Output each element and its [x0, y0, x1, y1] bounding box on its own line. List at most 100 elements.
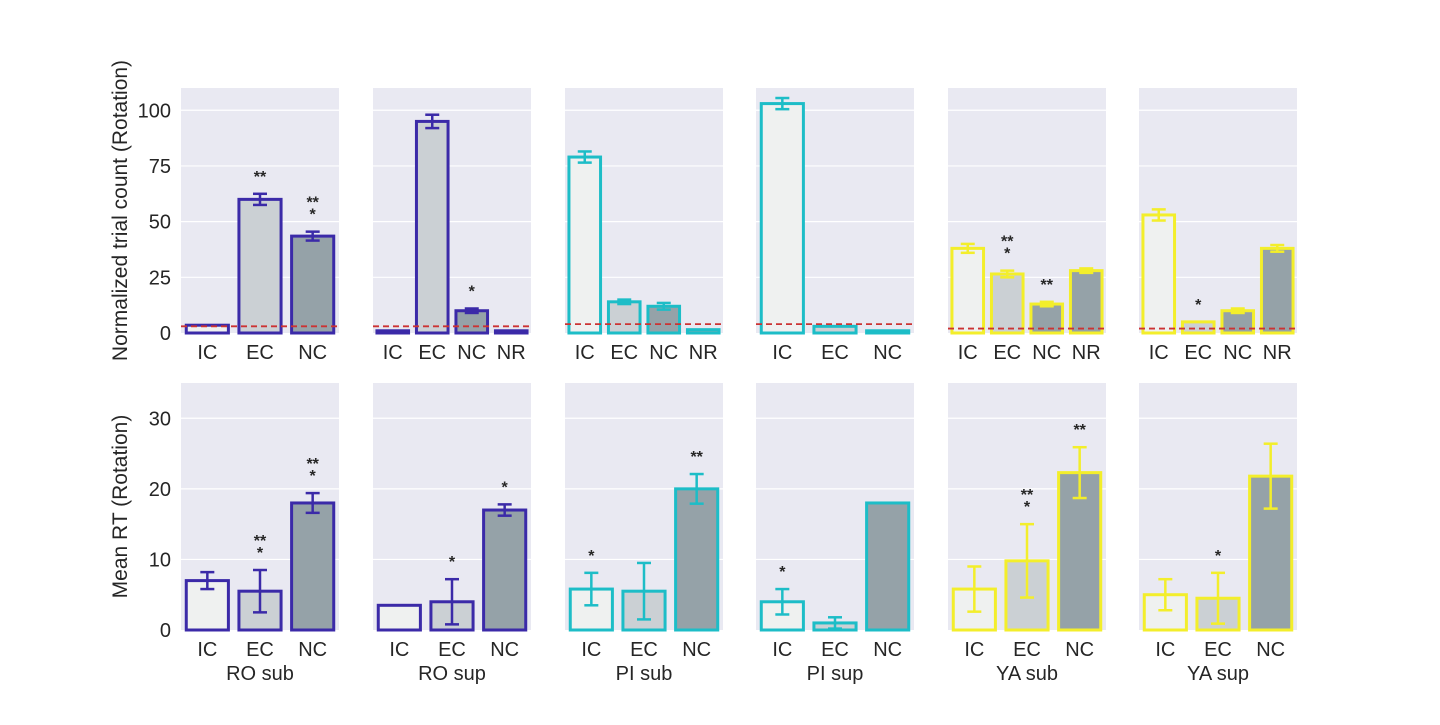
bar-EC: [414, 119, 450, 335]
x-tick-label-NR: NR: [689, 342, 718, 364]
x-tick-label-EC: EC: [246, 639, 274, 661]
x-tick-label-NC: NC: [1065, 639, 1094, 661]
x-tick-label-IC: IC: [389, 639, 409, 661]
x-tick-label-NC: NC: [298, 342, 327, 364]
significance-stars-NC: *: [310, 468, 317, 485]
panel-row1-2: IC EC * NC NR: [373, 88, 531, 364]
x-tick-label-EC: EC: [1204, 639, 1232, 661]
x-tick-label-IC: IC: [1149, 342, 1169, 364]
condition-label-ya-sub: YA sub: [996, 663, 1058, 685]
x-tick-label-IC: IC: [772, 639, 792, 661]
x-tick-label-NC: NC: [682, 639, 711, 661]
panel-row1-3: IC EC NC NR: [565, 88, 723, 364]
bar-EC: [1180, 320, 1216, 335]
significance-stars-NC: **: [306, 456, 319, 473]
y-tick-label-100: 100: [138, 100, 171, 122]
x-tick-label-EC: EC: [821, 342, 849, 364]
bar-NR: [1259, 246, 1295, 335]
x-tick-label-EC: EC: [1013, 639, 1041, 661]
x-tick-label-NC: NC: [649, 342, 678, 364]
x-tick-label-NC: NC: [490, 639, 519, 661]
bar-IC: [375, 329, 411, 335]
bar-NC: [290, 501, 336, 632]
panel-row1-4: IC EC NC: [756, 88, 914, 364]
bar-NC: [482, 508, 528, 632]
significance-stars-EC: **: [1021, 487, 1034, 504]
significance-stars-EC: *: [257, 545, 264, 562]
condition-label-pi-sup: PI sup: [807, 663, 864, 685]
panel-row1-6: IC * EC NC NR: [1139, 88, 1297, 364]
bar-IC: [184, 323, 230, 335]
significance-stars-NC: *: [469, 284, 476, 301]
y-tick-label-75: 75: [149, 156, 171, 178]
bar-EC: [237, 197, 283, 335]
panel-row2-6: IC * EC NC YA sup: [1139, 383, 1297, 685]
bar-NC: [865, 501, 911, 632]
significance-stars-EC: *: [1004, 246, 1011, 263]
x-tick-label-EC: EC: [821, 639, 849, 661]
significance-stars-EC: *: [1195, 297, 1202, 314]
bar-NC: [674, 487, 720, 632]
x-tick-label-EC: EC: [610, 342, 638, 364]
x-tick-label-EC: EC: [418, 342, 446, 364]
x-tick-label-EC: EC: [246, 342, 274, 364]
significance-stars-NC: **: [1041, 277, 1054, 294]
significance-stars-EC: *: [449, 554, 456, 571]
y-tick-label-50: 50: [149, 212, 171, 234]
bar-IC: [950, 246, 986, 335]
bar-IC: [376, 603, 422, 632]
x-tick-label-EC: EC: [993, 342, 1021, 364]
significance-stars-NC: **: [690, 449, 703, 466]
significance-stars-EC: **: [254, 533, 267, 550]
x-tick-label-NC: NC: [873, 639, 902, 661]
bar-NC: [290, 234, 336, 335]
panel-row2-4: * IC EC NC PI sup: [756, 383, 914, 685]
significance-stars-NC: *: [310, 207, 317, 224]
bar-EC: [812, 324, 858, 335]
x-tick-label-NC: NC: [457, 342, 486, 364]
x-tick-label-EC: EC: [438, 639, 466, 661]
panel-row2-3: * IC EC ** NC PI sub: [565, 383, 723, 685]
bar-EC: [606, 300, 642, 335]
y-tick-label-30: 30: [149, 408, 171, 430]
condition-label-ro-sub: RO sub: [226, 663, 294, 685]
x-tick-label-IC: IC: [197, 342, 217, 364]
x-tick-label-IC: IC: [197, 639, 217, 661]
y-axis-label-row-2: Mean RT (Rotation): [109, 415, 132, 599]
significance-stars-IC: *: [588, 548, 595, 565]
significance-stars-EC: **: [254, 169, 267, 186]
x-tick-label-NC: NC: [298, 639, 327, 661]
significance-stars-NC: **: [306, 195, 319, 212]
bar-IC: [567, 155, 603, 335]
panel-background-row1-2: [373, 88, 531, 333]
x-tick-label-IC: IC: [964, 639, 984, 661]
condition-label-ya-sup: YA sup: [1187, 663, 1249, 685]
bar-EC: [989, 272, 1025, 335]
x-tick-label-IC: IC: [772, 342, 792, 364]
condition-label-ro-sup: RO sup: [418, 663, 486, 685]
y-tick-label-10: 10: [149, 549, 171, 571]
significance-stars-EC: **: [1001, 234, 1014, 251]
significance-stars-EC: *: [1215, 548, 1222, 565]
x-tick-label-NC: NC: [1223, 342, 1252, 364]
x-tick-label-NC: NC: [1032, 342, 1061, 364]
significance-stars-NC: *: [502, 479, 509, 496]
y-tick-label-25: 25: [149, 267, 171, 289]
significance-stars-EC: *: [1024, 499, 1031, 516]
significance-stars-NC: **: [1073, 422, 1086, 439]
significance-stars-IC: *: [779, 564, 786, 581]
bar-IC: [759, 102, 805, 335]
x-tick-label-NR: NR: [1263, 342, 1292, 364]
bar-NR: [493, 329, 529, 335]
bar-NC: [1029, 302, 1065, 335]
x-tick-label-IC: IC: [958, 342, 978, 364]
x-tick-label-IC: IC: [1155, 639, 1175, 661]
bar-NR: [1068, 269, 1104, 335]
x-tick-label-EC: EC: [630, 639, 658, 661]
